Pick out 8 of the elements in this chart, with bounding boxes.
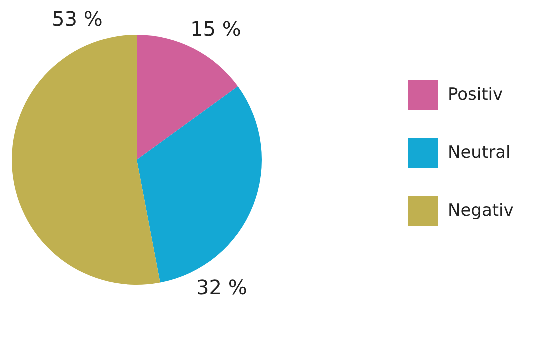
pie-slice <box>12 35 160 285</box>
pie-slice <box>137 35 238 160</box>
data-label: 32 % <box>196 275 248 300</box>
legend-label: Positiv <box>448 85 504 105</box>
data-label: 15 % <box>190 16 242 41</box>
legend-label: Neutral <box>448 143 511 163</box>
data-label: 53 % <box>52 7 103 32</box>
legend-label: Negativ <box>448 201 514 221</box>
